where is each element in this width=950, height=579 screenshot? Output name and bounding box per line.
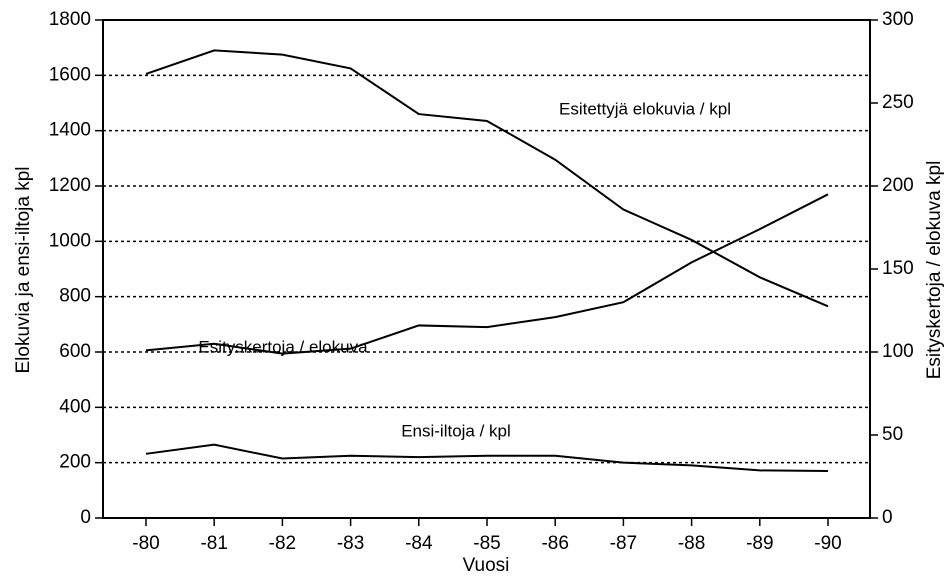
y2-tick-label: 0	[882, 507, 893, 528]
y2-tick-label: 200	[882, 175, 914, 196]
y-tick-label: 600	[59, 341, 91, 362]
y-tick-label: 200	[59, 452, 91, 473]
x-tick-label: -83	[337, 533, 364, 554]
x-axis-label: Vuosi	[463, 555, 510, 576]
y-axis-label: Elokuvia ja ensi-iltoja kpl	[13, 167, 34, 374]
x-tick-label: -88	[678, 533, 705, 554]
x-tick-label: -81	[200, 533, 227, 554]
x-tick-label: -80	[132, 533, 159, 554]
y-tick-label: 1800	[49, 9, 91, 30]
y2-tick-label: 250	[882, 92, 914, 113]
x-tick-label: -87	[610, 533, 637, 554]
plot-frame	[102, 19, 871, 519]
y2-tick-label: 100	[882, 341, 914, 362]
series-line	[145, 49, 829, 308]
y2-tick-label: 300	[882, 9, 914, 30]
y-tick-label: 0	[80, 507, 91, 528]
y2-tick-label: 50	[882, 424, 903, 445]
y-tick-label: 1200	[49, 175, 91, 196]
series-line	[145, 443, 829, 472]
y-tick-label: 800	[59, 286, 91, 307]
x-tick-label: -84	[405, 533, 433, 554]
series-label: Ensi-iltoja / kpl	[401, 421, 511, 440]
x-tick-label: -82	[269, 533, 296, 554]
series-label: Esitettyjä elokuvia / kpl	[559, 99, 731, 118]
y-tick-label: 1400	[49, 120, 91, 141]
y-tick-label: 1600	[49, 64, 91, 85]
y-tick-label: 400	[59, 396, 91, 417]
series-label: Esityskertoja / elokuva	[198, 337, 368, 356]
x-tick-label: -85	[473, 533, 500, 554]
y2-tick-label: 150	[882, 258, 914, 279]
y2-axis-label: Esityskertoja / elokuva kpl	[924, 161, 945, 380]
y-tick-label: 1000	[49, 230, 91, 251]
x-tick-label: -86	[541, 533, 568, 554]
x-tick-label: -89	[746, 533, 773, 554]
x-tick-label: -90	[814, 533, 841, 554]
series-line	[145, 193, 829, 355]
